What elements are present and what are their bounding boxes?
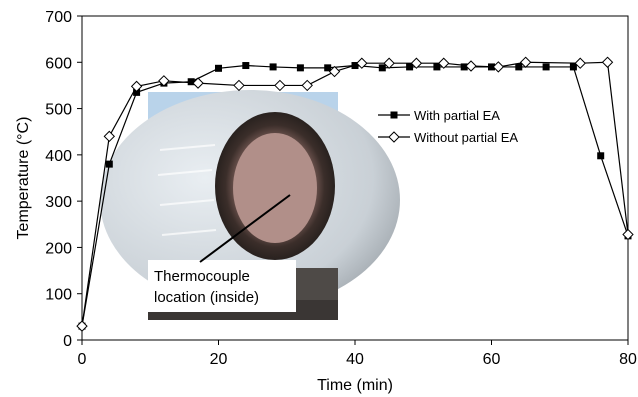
y-tick-label: 0 [63,333,72,350]
data-point-square [390,111,398,119]
data-point-diamond [519,56,532,68]
data-point-diamond [103,130,116,143]
data-point-square [133,88,141,96]
data-point-diamond [438,57,450,69]
data-point-square [269,63,277,71]
data-point-diamond [574,57,586,69]
axes: 0 100 200 300 400 500 600 700 0 20 40 60 80 [45,9,637,368]
data-point-square [569,63,577,71]
data-point-square [515,63,523,71]
data-point-square [324,64,332,72]
x-tick-label: 40 [346,351,364,368]
x-tick-label: 0 [78,351,87,368]
y-tick-label: 200 [45,240,72,257]
y-tick-label: 500 [45,102,72,119]
data-point-diamond [158,75,170,87]
data-point-square [378,64,386,72]
data-point-square [460,63,468,71]
x-tick-label: 80 [619,351,637,368]
y-tick-label: 100 [45,287,72,304]
data-point-diamond [492,61,505,73]
data-point-diamond [601,56,614,68]
legend-item-2: Without partial EA [378,130,518,145]
data-point-diamond [76,320,88,332]
data-point-square [187,78,195,86]
legend-label: Without partial EA [414,130,518,145]
legend-item-1: With partial EA [378,108,500,123]
data-point-square [597,152,605,160]
data-point-square [433,63,441,71]
x-axis-title: Time (min) [317,377,393,394]
data-point-square [242,62,250,70]
data-point-diamond [465,60,477,72]
data-point-diamond [301,79,313,92]
data-point-diamond [130,80,143,93]
data-point-diamond [356,57,368,69]
legend-label: With partial EA [414,108,500,123]
y-axis-title: Temperature (°C) [15,117,32,240]
data-point-diamond [328,65,341,78]
x-tick-label: 60 [483,351,501,368]
data-point-square [406,63,414,71]
inset-photo [100,90,400,320]
data-point-diamond [274,79,286,92]
data-point-square [105,160,113,168]
callout-line-2: location (inside) [154,289,259,306]
data-point-square [215,64,222,72]
data-point-diamond [192,77,204,89]
data-point-diamond [383,57,395,69]
callout-line-1: Thermocouple [154,268,250,285]
data-point-diamond [388,131,400,143]
data-point-diamond [622,228,634,241]
series-2 [76,56,634,332]
legend: With partial EA Without partial EA [378,108,518,145]
callout-leader-line [199,194,291,263]
data-point-square [542,63,550,71]
x-tick-label: 20 [210,351,228,368]
annotation-callout: Thermocouple location (inside) [148,194,296,312]
data-point-square [296,64,304,72]
y-tick-label: 700 [45,9,72,26]
y-tick-label: 400 [45,148,72,165]
y-tick-label: 600 [45,55,72,72]
data-point-diamond [233,79,245,92]
y-tick-label: 300 [45,194,72,211]
series-layer [76,56,634,332]
data-point-diamond [410,57,423,69]
